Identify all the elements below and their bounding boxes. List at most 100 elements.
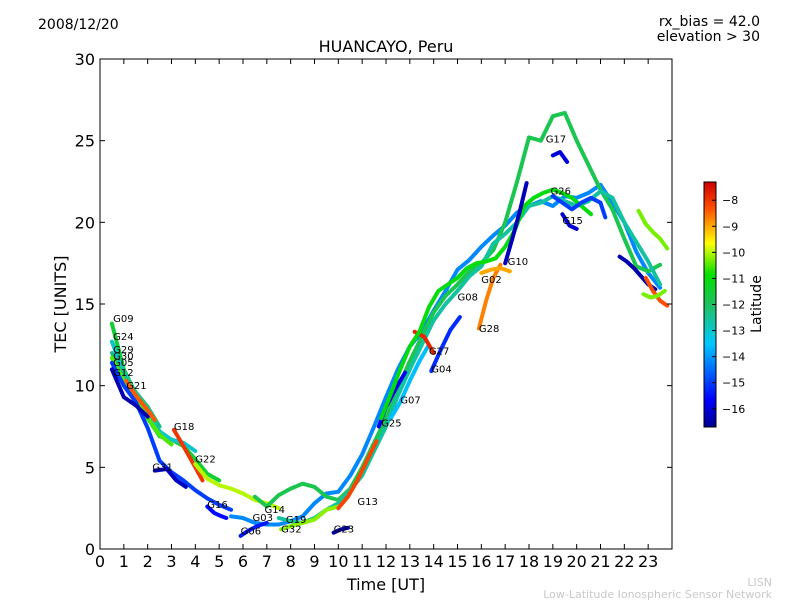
colorbar-tick-label: −12 [722, 299, 745, 312]
series-label-g18: G18 [174, 422, 194, 433]
series-label-g13: G13 [357, 497, 377, 508]
series-g12 [109, 367, 150, 419]
x-tick-label: 18 [519, 552, 539, 571]
series-g11 [636, 208, 670, 251]
credit-long: Low-Latitude Ionospheric Sensor Network [543, 588, 772, 601]
series-label-g02: G02 [481, 275, 501, 286]
series-g15 [560, 212, 579, 231]
x-tick-label: 0 [95, 552, 105, 571]
series-label-g23: G23 [334, 525, 354, 536]
credit-short: LISN [747, 576, 772, 589]
colorbar-tick-label: −11 [722, 272, 745, 285]
series-label-g29: G29 [113, 345, 133, 356]
y-tick-label: 20 [75, 213, 95, 232]
x-tick-label: 23 [638, 552, 658, 571]
x-tick-label: 6 [238, 552, 248, 571]
series-label-g31: G31 [152, 463, 172, 474]
colorbar-ticks: −8 −9 −10 −11 −12 −13 −14 −15 −16 [712, 194, 745, 416]
x-tick-label: 13 [400, 552, 420, 571]
y-tick-label: 30 [75, 50, 95, 69]
x-tick-label: 21 [590, 552, 610, 571]
series-label-g10: G10 [508, 257, 528, 268]
series-label-g24: G24 [113, 332, 133, 343]
x-tick-label: 5 [214, 552, 224, 571]
series-label-g08: G08 [458, 293, 478, 304]
x-tick-label: 14 [423, 552, 443, 571]
series-label-g04: G04 [431, 365, 451, 376]
y-tick-label: 5 [85, 458, 95, 477]
series-g10 [503, 181, 529, 266]
colorbar-tick-label: −14 [722, 351, 745, 364]
colorbar-tick-label: −10 [722, 246, 745, 259]
x-tick-label: 1 [119, 552, 129, 571]
series-label-g12: G12 [113, 368, 133, 379]
series-g32 [279, 504, 341, 532]
series-label-g22: G22 [195, 454, 215, 465]
series-label-g03: G03 [253, 513, 273, 524]
series-label-g06: G06 [241, 526, 261, 537]
colorbar-label: Latitude [749, 275, 765, 333]
series-label-g25: G25 [381, 419, 401, 430]
series-g02 [479, 266, 512, 275]
series-label-g09: G09 [113, 314, 133, 325]
colorbar-tick-label: −13 [722, 325, 745, 338]
y-tick-label: 10 [75, 377, 95, 396]
series-label-g32: G32 [281, 525, 301, 536]
series-label-g19: G19 [286, 515, 306, 526]
x-tick-label: 8 [286, 552, 296, 571]
series-g14 [252, 110, 663, 509]
y-axis-label: TEC [UNITS] [51, 256, 70, 354]
series-g08 [379, 187, 593, 421]
elevation-label: elevation > 30 [656, 29, 760, 45]
axes: 0 1 2 3 4 5 6 7 8 9 10 11 12 13 14 15 16 17 18 19 20 21 22 2305… [75, 50, 672, 571]
series-g26 [550, 194, 608, 220]
series-g23 [331, 525, 350, 535]
x-tick-label: 11 [352, 552, 372, 571]
series-label-g14: G14 [265, 505, 285, 516]
series-layer [109, 110, 670, 538]
colorbar-tick-label: −15 [722, 377, 745, 390]
series-label-g07: G07 [400, 396, 420, 407]
colorbar-tick-label: −16 [722, 403, 745, 416]
x-tick-label: 17 [495, 552, 515, 571]
date-label: 2008/12/20 [38, 17, 119, 33]
x-tick-label: 7 [262, 552, 272, 571]
series-g16 [205, 504, 229, 520]
series-g13 [336, 439, 379, 511]
plot-frame [99, 58, 673, 550]
series-label-g15: G15 [562, 216, 582, 227]
series-g28 [476, 262, 503, 331]
series-label-g05: G05 [113, 358, 133, 369]
series-label-g30: G30 [113, 352, 133, 363]
y-tick-label: 15 [75, 295, 95, 314]
series-g18 [171, 427, 205, 483]
series-label-g16: G16 [207, 500, 227, 511]
series-label-g26: G26 [551, 187, 571, 198]
series-g21 [124, 378, 157, 422]
series-g06 [238, 520, 269, 538]
series-g03 [229, 182, 663, 527]
y-tick-label: 25 [75, 132, 95, 151]
x-axis-label: Time [UT] [346, 575, 425, 594]
rx-bias-label: rx_bias = 42.0 [658, 14, 760, 30]
x-tick-label: 9 [309, 552, 319, 571]
series-g31 [152, 467, 188, 489]
series-g34 [641, 288, 667, 300]
colorbar-tick-label: −9 [722, 220, 738, 233]
series-label-g27: G27 [429, 347, 449, 358]
x-tick-label: 20 [566, 552, 586, 571]
x-tick-label: 10 [328, 552, 348, 571]
y-tick-label: 0 [85, 540, 95, 559]
x-tick-label: 19 [543, 552, 563, 571]
series-g07 [388, 342, 431, 421]
x-tick-label: 15 [447, 552, 467, 571]
colorbar-tick-label: −8 [722, 194, 738, 207]
series-g19 [276, 189, 663, 525]
x-tick-label: 2 [143, 552, 153, 571]
series-label-g28: G28 [479, 324, 499, 335]
x-tick-label: 12 [376, 552, 396, 571]
series-label-g17: G17 [546, 134, 566, 145]
series-g04 [429, 315, 462, 373]
